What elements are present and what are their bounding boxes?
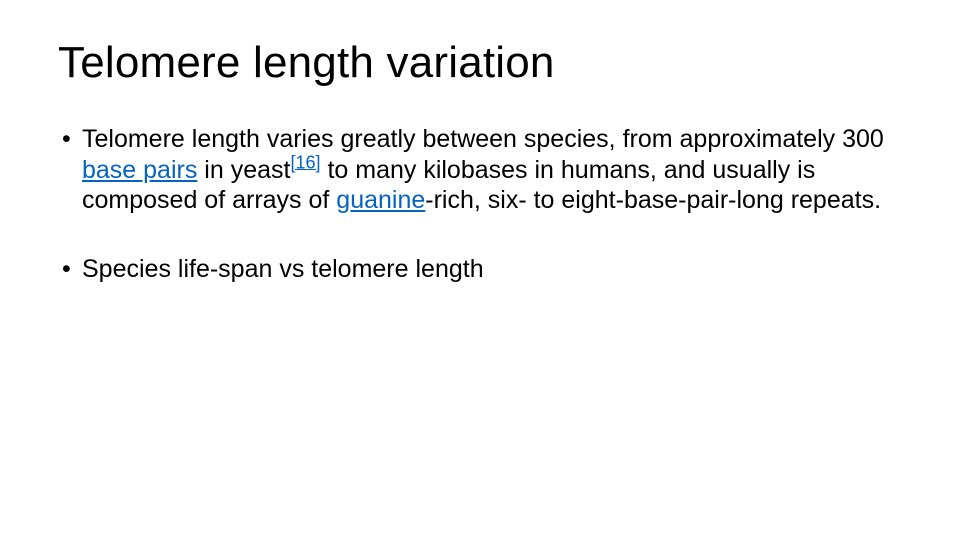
- bullet-item-1: Telomere length varies greatly between s…: [58, 124, 902, 216]
- slide: Telomere length variation Telomere lengt…: [0, 0, 960, 540]
- bullet1-text-post: -rich, six- to eight-base-pair-long repe…: [425, 186, 881, 214]
- bullet-list: Telomere length varies greatly between s…: [58, 124, 902, 284]
- bullet2-text: Species life-span vs telomere length: [82, 255, 484, 283]
- slide-title: Telomere length variation: [58, 38, 902, 88]
- reference-16[interactable]: [16]: [290, 152, 320, 172]
- link-guanine[interactable]: guanine: [336, 186, 425, 214]
- bullet1-text-pre: Telomere length varies greatly between s…: [82, 125, 884, 153]
- bullet-item-2: Species life-span vs telomere length: [58, 254, 902, 285]
- link-base-pairs[interactable]: base pairs: [82, 156, 197, 184]
- bullet1-text-mid1: in yeast: [197, 156, 290, 184]
- slide-body: Telomere length varies greatly between s…: [58, 124, 902, 284]
